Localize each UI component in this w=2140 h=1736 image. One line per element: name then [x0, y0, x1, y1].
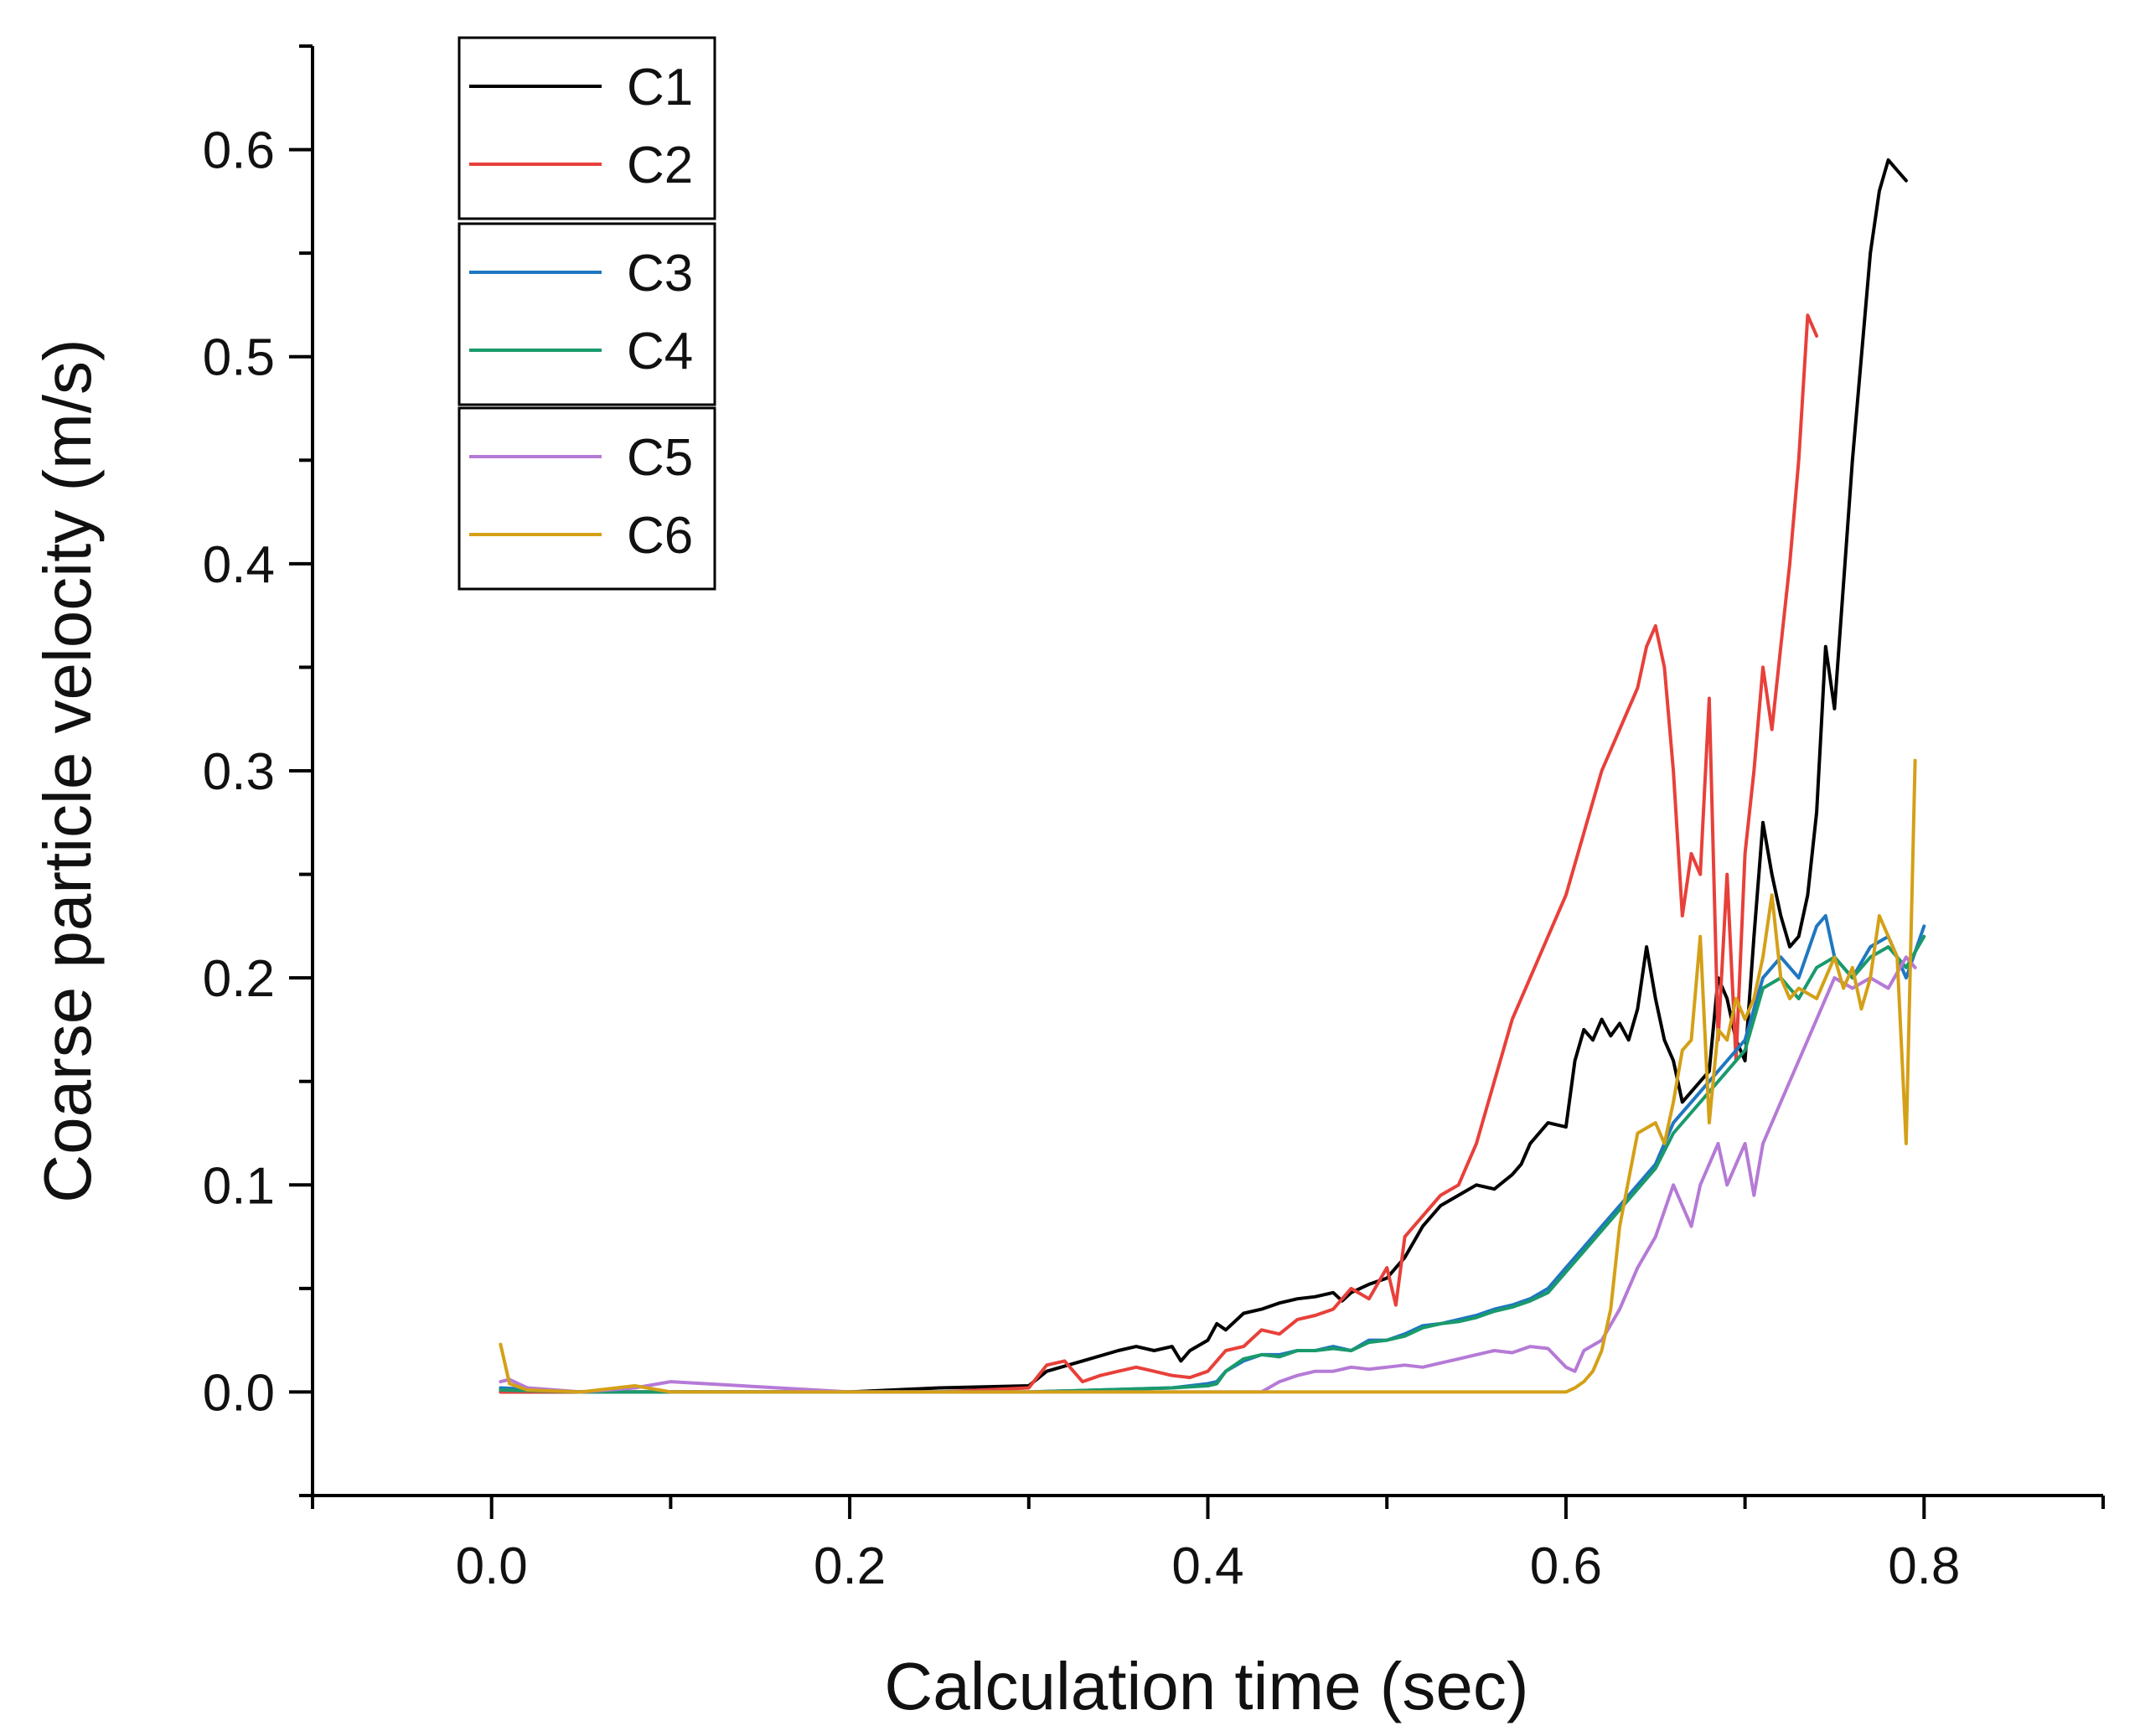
legend-label-c6: C6	[627, 507, 693, 565]
legend-label-c4: C4	[627, 323, 693, 380]
series-line-c1	[499, 158, 1908, 1394]
y-axis-title: Coarse particle velocity (m/s)	[30, 338, 105, 1202]
y-tick-label: 0.5	[203, 329, 275, 387]
legend: C1 C2 C3 C4 C5 C6	[457, 36, 716, 591]
x-tick-label: 0.0	[456, 1537, 528, 1595]
x-tick-label: 0.4	[1171, 1537, 1243, 1595]
series-line-c2	[499, 313, 1819, 1394]
y-tick-label: 0.2	[203, 950, 275, 1008]
y-tick-label: 0.0	[203, 1364, 275, 1422]
legend-label-c3: C3	[627, 245, 693, 302]
x-axis-title: Calculation time (sec)	[884, 1649, 1528, 1723]
y-tick-label: 0.4	[203, 536, 275, 594]
x-tick-label: 0.6	[1530, 1537, 1602, 1595]
series-lines	[499, 158, 1926, 1394]
legend-label-c2: C2	[627, 137, 693, 194]
series-line-c6	[499, 758, 1917, 1394]
legend-box	[457, 36, 716, 220]
y-tick-label: 0.6	[203, 122, 275, 180]
legend-box	[457, 222, 716, 406]
y-tick-label: 0.1	[203, 1157, 275, 1215]
legend-box	[457, 406, 716, 591]
y-axis-ticks: 0.0 0.1 0.2 0.3 0.4 0.5 0.6	[203, 44, 313, 1497]
x-axis-ticks: 0.0 0.2 0.4 0.6 0.8	[311, 1496, 2105, 1595]
series-line-c3	[499, 914, 1926, 1394]
legend-label-c5: C5	[627, 429, 693, 487]
y-tick-label: 0.3	[203, 743, 275, 801]
x-tick-label: 0.8	[1888, 1537, 1960, 1595]
legend-label-c1: C1	[627, 59, 693, 116]
x-tick-label: 0.2	[814, 1537, 886, 1595]
